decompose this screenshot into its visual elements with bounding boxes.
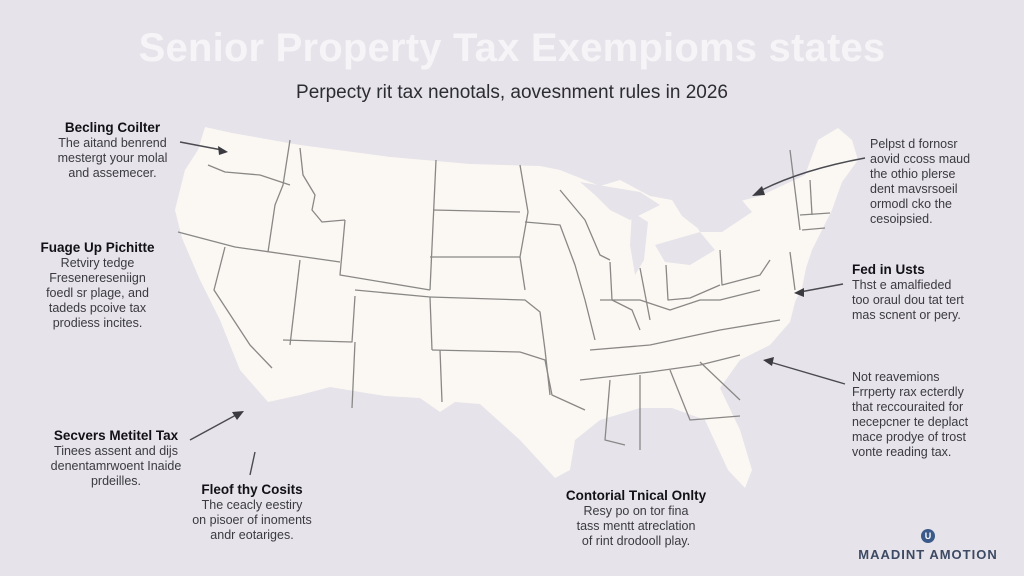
callout-mid-atlantic: Fed in Usts Thst e amalfieded too oraul … bbox=[852, 262, 1017, 323]
callout-line: mace prodye of trost bbox=[852, 430, 966, 444]
callout-line: andr eotariges. bbox=[210, 528, 294, 542]
callout-line: Fresenereseniign bbox=[49, 271, 146, 285]
callout-line: Retviry tedge bbox=[60, 256, 135, 270]
callout-line: necepcner te deplact bbox=[852, 415, 969, 429]
callout-line: vonte reading tax. bbox=[852, 445, 952, 459]
brand-name: MAADINT AMOTION bbox=[858, 547, 998, 562]
callout-line: cesoipsied. bbox=[870, 212, 933, 226]
callout-line: Not reavemions bbox=[852, 370, 940, 384]
callout-southwest: Secvers Metitel Tax Tinees assent and di… bbox=[40, 428, 192, 489]
great-lakes bbox=[580, 182, 752, 275]
callout-line: tadeds pcoive tax bbox=[48, 301, 147, 315]
callout-heading: Becling Coilter bbox=[64, 120, 161, 135]
callout-line: aovid ccoss maud bbox=[870, 152, 971, 166]
callout-line: denentamrwoent Inaide bbox=[50, 459, 182, 473]
callout-line: Frrperty rax ecterdly bbox=[852, 385, 964, 399]
callout-line: Pelpst d fornosr bbox=[870, 137, 958, 151]
brand-logo-icon: U bbox=[921, 529, 935, 543]
callout-line: Resy po on tor fina bbox=[583, 504, 689, 518]
callout-line: mestergt your molal bbox=[57, 151, 168, 165]
callout-line: mas scnent or pery. bbox=[852, 308, 961, 322]
callout-line: prodiess incites. bbox=[52, 316, 143, 330]
callout-northeast: Pelpst d fornosr aovid ccoss maud the ot… bbox=[870, 137, 1000, 227]
callout-line: tass mentt atreclation bbox=[576, 519, 696, 533]
callout-line: prdeilles. bbox=[90, 474, 142, 488]
callout-line: on pisoer of inoments bbox=[192, 513, 312, 527]
page-subtitle: Perpecty rit tax nenotals, aovesnment ru… bbox=[296, 82, 728, 103]
callout-southeast: Not reavemions Frrperty rax ecterdly tha… bbox=[852, 370, 1017, 460]
callout-heading: Fuage Up Pichitte bbox=[40, 240, 155, 255]
callout-northwest: Becling Coilter The aitand benrend meste… bbox=[40, 120, 185, 181]
callout-line: dent mavsrsoeil bbox=[870, 182, 958, 196]
callout-line: and assemecer. bbox=[68, 166, 157, 180]
callout-line: that reccouraited for bbox=[852, 400, 964, 414]
callout-line: the othio plerse bbox=[870, 167, 956, 181]
callout-heading: Fleof thy Cosits bbox=[201, 482, 303, 497]
callout-line: The ceacly eestiry bbox=[201, 498, 303, 512]
callout-line: too oraul dou tat tert bbox=[852, 293, 964, 307]
callout-west: Fuage Up Pichitte Retviry tedge Fresener… bbox=[30, 240, 165, 331]
us-landmass bbox=[175, 127, 858, 488]
callout-heading: Secvers Metitel Tax bbox=[53, 428, 179, 443]
callout-arrows bbox=[179, 141, 866, 476]
callout-gulf: Contorial Tnical Onlty Resy po on tor fi… bbox=[556, 488, 716, 549]
callout-line: Thst e amalfieded bbox=[852, 278, 952, 292]
callout-line: foedl sr plage, and bbox=[46, 286, 149, 300]
brand-mark: U MAADINT AMOTION bbox=[838, 526, 1018, 562]
callout-heading: Fed in Usts bbox=[852, 262, 925, 277]
callout-heading: Contorial Tnical Onlty bbox=[565, 488, 707, 503]
callout-line: Tinees assent and dijs bbox=[54, 444, 178, 458]
callout-line: The aitand benrend bbox=[58, 136, 167, 150]
callout-south-central: Fleof thy Cosits The ceacly eestiry on p… bbox=[182, 482, 322, 543]
callout-line: of rint drodooll play. bbox=[581, 534, 691, 548]
callout-line: ormodl cko the bbox=[870, 197, 952, 211]
page-title: Senior Property Tax Exempioms states bbox=[138, 26, 886, 70]
state-borders bbox=[177, 139, 831, 450]
